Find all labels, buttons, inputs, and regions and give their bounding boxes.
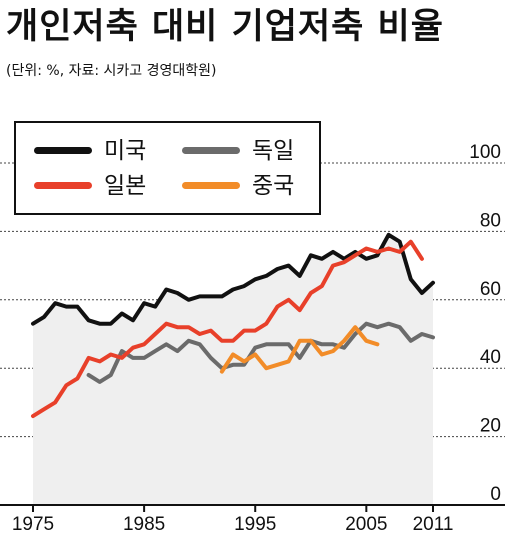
- series-line-germany: [86, 321, 435, 384]
- x-tick-label-1985: 1985: [123, 514, 165, 535]
- legend-swatch-germany: [182, 147, 240, 154]
- chart-subtitle: (단위: %, 자료: 시카고 경영대학원): [6, 63, 217, 79]
- legend-swatch-japan: [34, 182, 92, 189]
- series-line-china: [219, 325, 380, 374]
- series-line-japan: [31, 239, 424, 419]
- x-tick-label-2005: 2005: [345, 514, 387, 535]
- y-tick-label-0: 0: [490, 484, 501, 505]
- series-lines: [31, 232, 435, 419]
- y-tick-label-100: 100: [469, 142, 501, 163]
- usa-area-fill: [33, 234, 433, 506]
- y-tick-label-60: 60: [480, 279, 501, 300]
- y-tick-label-40: 40: [480, 347, 501, 368]
- x-axis: [0, 504, 505, 512]
- legend-label-china: 중국: [252, 173, 295, 199]
- y-axis-labels: 0 20 40 60 80 100: [469, 142, 501, 505]
- y-tick-label-80: 80: [480, 210, 501, 231]
- x-tick-label-1995: 1995: [234, 514, 276, 535]
- legend-label-germany: 독일: [252, 138, 295, 164]
- series-line-usa: [31, 232, 435, 326]
- legend-swatch-china: [182, 182, 240, 189]
- legend-label-usa: 미국: [104, 138, 147, 164]
- legend-swatch-usa: [34, 147, 92, 154]
- shaded-area: [33, 234, 433, 506]
- y-tick-label-20: 20: [480, 416, 501, 437]
- x-tick-label-2011: 2011: [413, 514, 454, 535]
- x-axis-labels: 1975 1985 1995 2005 2011: [12, 514, 454, 535]
- chart-title: 개인저축 대비 기업저축 비율: [6, 7, 444, 47]
- x-tick-label-1975: 1975: [12, 514, 54, 535]
- legend: 미국 독일 일본 중국: [14, 121, 321, 215]
- legend-label-japan: 일본: [104, 173, 147, 199]
